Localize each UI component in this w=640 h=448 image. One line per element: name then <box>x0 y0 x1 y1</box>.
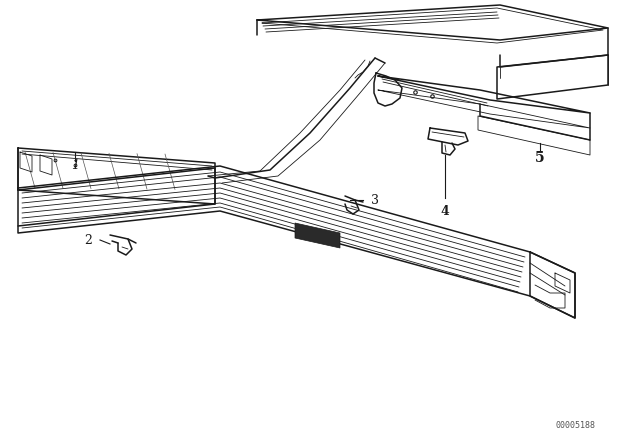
Text: 2: 2 <box>84 233 92 246</box>
Text: 1: 1 <box>71 159 79 172</box>
Text: 00005188: 00005188 <box>555 421 595 430</box>
Polygon shape <box>295 223 340 248</box>
Text: 5: 5 <box>535 151 545 165</box>
Text: 3: 3 <box>371 194 379 207</box>
Text: 4: 4 <box>440 204 449 217</box>
